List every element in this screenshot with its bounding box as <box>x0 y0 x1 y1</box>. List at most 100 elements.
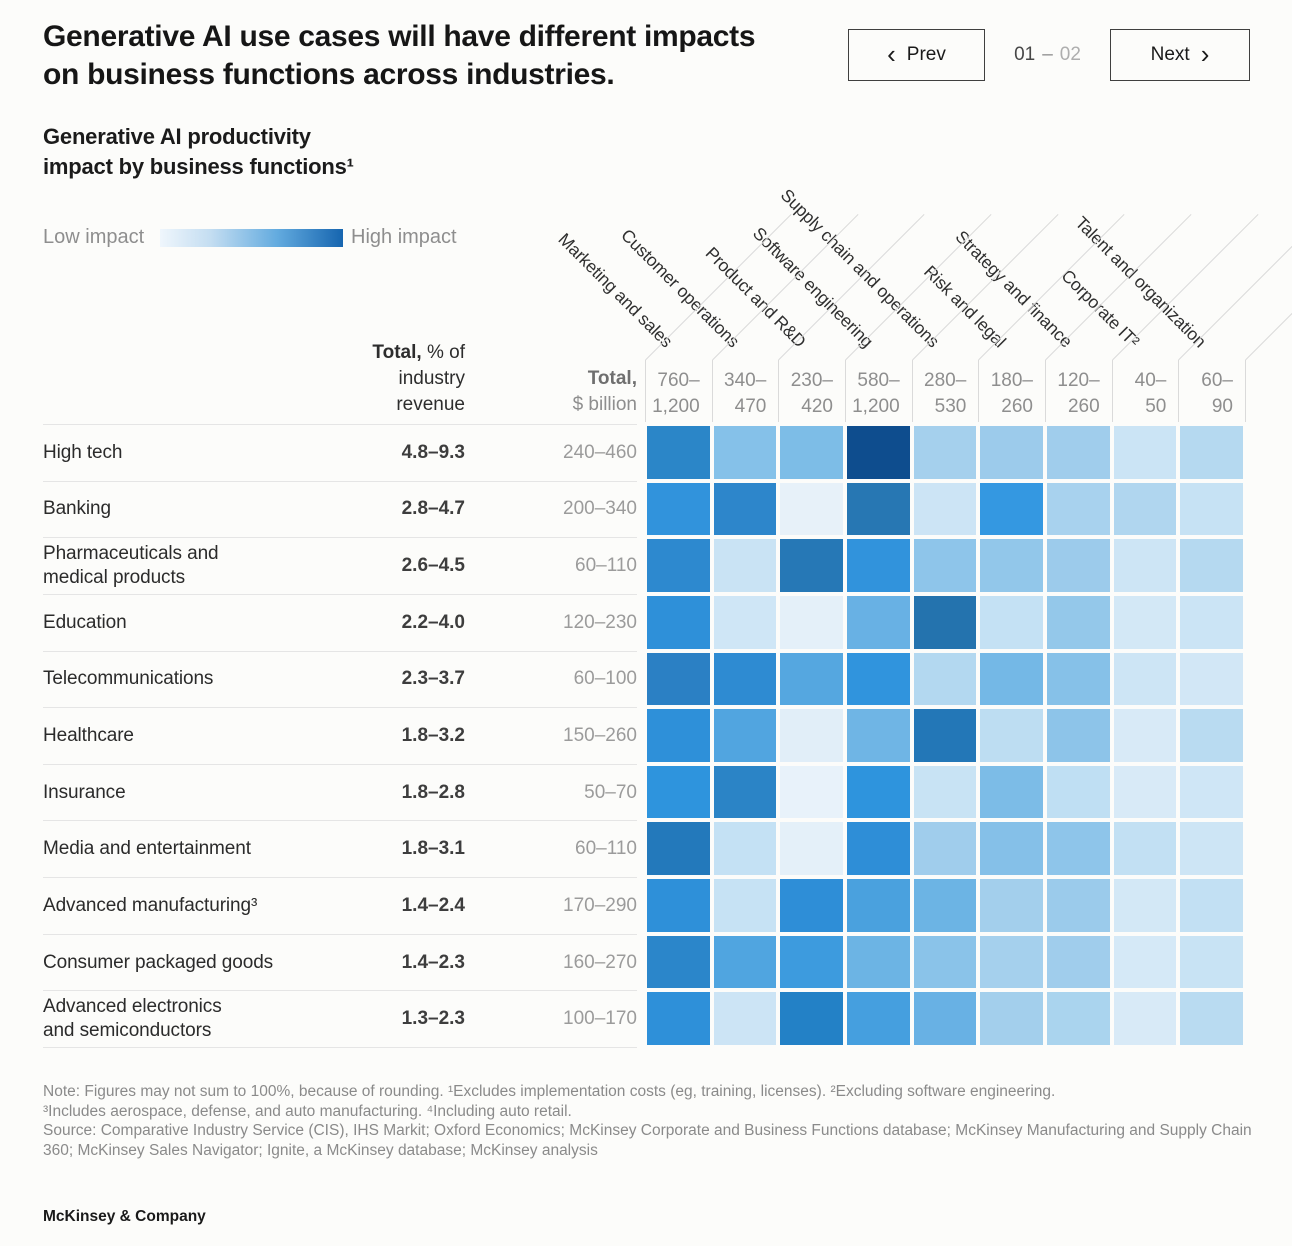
chart-title-line1: Generative AI productivity <box>43 124 311 149</box>
heatmap-cell <box>778 537 845 594</box>
heatmap-cell <box>845 424 912 481</box>
heatmap-cell <box>712 820 779 877</box>
table-row: Advanced electronics and semiconductors 1.… <box>43 991 637 1048</box>
heatmap-cell <box>1045 594 1112 651</box>
heatmap-cell <box>645 764 712 821</box>
column-header-label: Strategy and finance <box>952 226 1077 352</box>
heatmap-cell <box>912 707 979 764</box>
heatmap-cell <box>1178 764 1245 821</box>
column-tick-line <box>845 360 846 422</box>
heatmap-cell <box>1045 651 1112 708</box>
next-button[interactable]: Next › <box>1110 29 1250 81</box>
table-row: Pharmaceuticals and medical products 2.6–4… <box>43 538 637 595</box>
footnotes: Note: Figures may not sum to 100%, becau… <box>43 1082 1258 1160</box>
heatmap-cell <box>1045 990 1112 1047</box>
page-title-line2: on business functions across industries. <box>43 58 615 91</box>
pct-of-revenue-value: 1.4–2.3 <box>401 951 465 973</box>
heatmap-cell <box>1178 934 1245 991</box>
heatmap-cell <box>712 481 779 538</box>
legend-high-label: High impact <box>351 226 457 248</box>
heatmap-cell <box>978 877 1045 934</box>
heatmap-grid <box>645 424 1245 1047</box>
heatmap-cell <box>978 594 1045 651</box>
heatmap-cell <box>1112 651 1179 708</box>
heatmap-cell <box>1178 481 1245 538</box>
chart-title: Generative AI productivity impact by bus… <box>43 122 523 182</box>
billion-value: 60–100 <box>573 668 637 690</box>
heatmap-cell <box>1112 594 1179 651</box>
table-row: Insurance 1.8–2.8 50–70 <box>43 765 637 822</box>
heatmap-cell <box>1178 990 1245 1047</box>
heatmap-cell <box>978 764 1045 821</box>
heatmap-cell <box>712 877 779 934</box>
column-total-value: 580– 1,200 <box>852 370 900 417</box>
heatmap-cell <box>912 934 979 991</box>
heatmap-cell <box>1045 707 1112 764</box>
heatmap-cell <box>1045 820 1112 877</box>
heatmap-cell <box>1178 877 1245 934</box>
heatmap-cell <box>845 651 912 708</box>
legend-low-label: Low impact <box>43 226 145 248</box>
column-tick-line <box>645 360 646 422</box>
prev-button[interactable]: ‹ Prev <box>848 29 985 81</box>
heatmap-cell <box>1112 820 1179 877</box>
source-line: Source: Comparative Industry Service (CI… <box>43 1122 1252 1159</box>
heatmap-cell <box>645 990 712 1047</box>
column-total-value: 60– 90 <box>1201 370 1233 417</box>
page-title-line1: Generative AI use cases will have differ… <box>43 20 756 53</box>
heatmap-cell <box>845 537 912 594</box>
heatmap-cell <box>845 481 912 538</box>
chart-title-line2: impact by business functions¹ <box>43 154 354 179</box>
heatmap-cell <box>778 990 845 1047</box>
heatmap-cell <box>712 764 779 821</box>
legend-gradient-bar <box>160 229 343 247</box>
industry-label: Advanced manufacturing³ <box>43 894 258 916</box>
heatmap-cell <box>978 537 1045 594</box>
prev-button-label: Prev <box>906 44 946 65</box>
billion-value: 50–70 <box>584 781 637 803</box>
pct-of-revenue-value: 1.4–2.4 <box>401 894 465 916</box>
column-header-label: Customer operations <box>617 224 744 352</box>
heatmap-cell <box>978 481 1045 538</box>
pct-of-revenue-value: 2.8–4.7 <box>401 498 465 520</box>
heatmap-cell <box>845 877 912 934</box>
heatmap-cell <box>1045 481 1112 538</box>
column-total-value: 230– 420 <box>790 370 833 417</box>
heatmap-cell <box>778 481 845 538</box>
heatmap-cell <box>1112 990 1179 1047</box>
chevron-left-icon: ‹ <box>887 38 896 69</box>
heatmap-cell <box>845 764 912 821</box>
mckinsey-logo-text: McKinsey & Company <box>43 1208 206 1225</box>
heatmap-cell <box>778 707 845 764</box>
heatmap-cell <box>645 651 712 708</box>
heatmap-cell <box>978 651 1045 708</box>
heatmap-cell <box>1178 707 1245 764</box>
heatmap-cell <box>645 481 712 538</box>
heatmap-cell <box>1178 651 1245 708</box>
heatmap-cell <box>645 537 712 594</box>
column-tick-line <box>778 360 780 422</box>
column-tick-line <box>911 360 913 422</box>
table-row: Consumer packaged goods 1.4–2.3 160–270 <box>43 935 637 992</box>
heatmap-cell <box>645 594 712 651</box>
heatmap-cell <box>912 651 979 708</box>
column-tick-line <box>1045 360 1046 422</box>
pct-of-revenue-header: Total, % of industry revenue <box>265 340 465 418</box>
table-row: Telecommunications 2.3–3.7 60–100 <box>43 652 637 709</box>
heatmap-cell <box>1178 537 1245 594</box>
heatmap-cell <box>845 934 912 991</box>
heatmap-cell <box>778 651 845 708</box>
heatmap-cell <box>912 820 979 877</box>
pct-header-bold: Total, <box>372 342 422 363</box>
industry-table: High tech 4.8–9.3 240–460 Banking 2.8–4.7 200… <box>43 424 637 1048</box>
billion-value: 150–260 <box>563 724 637 746</box>
column-total-value: 180– 260 <box>990 370 1033 417</box>
billion-value: 60–110 <box>575 838 637 860</box>
heatmap-cell <box>778 934 845 991</box>
heatmap-cell <box>1045 424 1112 481</box>
heatmap-cell <box>645 934 712 991</box>
heatmap-cell <box>778 594 845 651</box>
bil-header-line2: $ billion <box>572 394 637 415</box>
heatmap-cell <box>1178 424 1245 481</box>
